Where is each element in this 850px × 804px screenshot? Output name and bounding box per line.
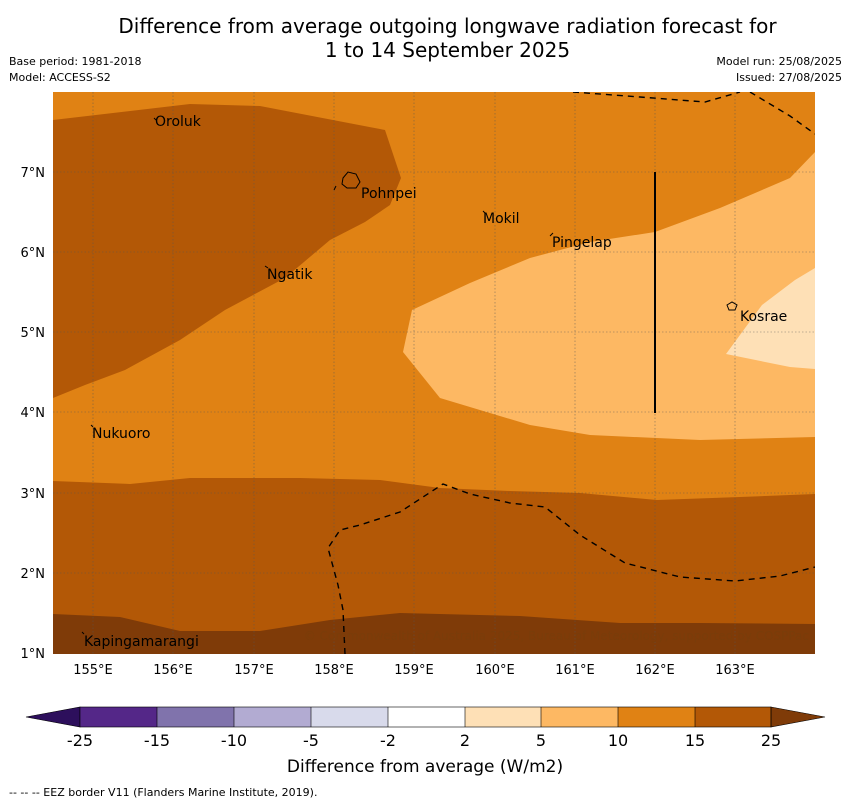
map-figure: Oroluk Pohnpei Mokil Pingelap Ngatik Kos… bbox=[21, 92, 826, 750]
ngatik-atoll bbox=[264, 265, 269, 269]
label-kapingamarangi: Kapingamarangi bbox=[84, 634, 199, 650]
lon-label: 157°E bbox=[234, 663, 274, 678]
colorbar-tick: 15 bbox=[685, 731, 705, 750]
longitude-labels: 155°E 156°E 157°E 158°E 159°E 160°E 161°… bbox=[73, 663, 755, 678]
lat-label: 7°N bbox=[21, 166, 46, 181]
label-oroluk: Oroluk bbox=[155, 114, 202, 130]
colorbar-bin bbox=[311, 707, 388, 727]
lon-label: 155°E bbox=[73, 663, 113, 678]
lat-label: 5°N bbox=[21, 326, 46, 341]
colorbar-extend-high bbox=[770, 706, 826, 728]
lat-label: 1°N bbox=[21, 647, 46, 662]
colorbar-bin bbox=[157, 707, 234, 727]
oroluk-atoll bbox=[153, 117, 157, 121]
title-line-1: Difference from average outgoing longwav… bbox=[118, 14, 777, 38]
colorbar-tick: -5 bbox=[303, 731, 319, 750]
lon-label: 156°E bbox=[153, 663, 193, 678]
colorbar-bin bbox=[465, 707, 541, 727]
colorbar-tick: -2 bbox=[380, 731, 396, 750]
issued-date: Issued: 27/08/2025 bbox=[735, 71, 842, 84]
meta-right: Model run: 25/08/2025 Issued: 27/08/2025 bbox=[716, 54, 842, 86]
colorbar-tick: -10 bbox=[221, 731, 247, 750]
pingelap-atoll bbox=[549, 232, 554, 237]
colorbar-bin bbox=[695, 707, 771, 727]
pohnpei-islet bbox=[333, 185, 337, 191]
band-2-5 bbox=[726, 268, 815, 369]
label-pingelap: Pingelap bbox=[552, 235, 612, 251]
colorbar-bin bbox=[234, 707, 311, 727]
kapingamarangi-atoll bbox=[81, 631, 85, 635]
lon-label: 163°E bbox=[715, 663, 755, 678]
colorbar-tick: 2 bbox=[460, 731, 470, 750]
eez-border bbox=[327, 92, 815, 654]
model-name: Model: ACCESS-S2 bbox=[9, 71, 111, 84]
colorbar-bin bbox=[80, 707, 157, 727]
colorbar-label: Difference from average (W/m2) bbox=[286, 757, 564, 777]
lat-label: 6°N bbox=[21, 246, 46, 261]
colorbar: -25 -15 -10 -5 -2 2 5 10 15 25 bbox=[25, 706, 826, 750]
colorbar-bin bbox=[618, 707, 695, 727]
eez-footnote: -- -- -- EEZ border V11 (Flanders Marine… bbox=[9, 786, 318, 799]
lat-label: 2°N bbox=[21, 567, 46, 582]
latitude-labels: 7°N 6°N 5°N 4°N 3°N 2°N 1°N bbox=[21, 166, 46, 662]
band-5-10 bbox=[403, 152, 815, 440]
lon-label: 161°E bbox=[555, 663, 595, 678]
title-line-2: 1 to 14 September 2025 bbox=[324, 38, 571, 62]
band-15-25-south bbox=[53, 478, 815, 654]
colorbar-tick: 25 bbox=[761, 731, 781, 750]
label-nukuoro: Nukuoro bbox=[92, 426, 150, 442]
lon-label: 158°E bbox=[314, 663, 354, 678]
graticule bbox=[53, 92, 815, 654]
label-pohnpei: Pohnpei bbox=[361, 186, 417, 202]
colorbar-tick: 10 bbox=[608, 731, 628, 750]
colorbar-extend-low bbox=[25, 706, 81, 728]
pohnpei-island bbox=[341, 171, 361, 189]
meta-left: Base period: 1981-2018 Model: ACCESS-S2 bbox=[9, 54, 141, 86]
kosrae-island bbox=[726, 301, 738, 311]
colorbar-tick: 5 bbox=[536, 731, 546, 750]
colorbar-tick: -25 bbox=[67, 731, 93, 750]
band-15-25-north bbox=[53, 104, 401, 398]
label-ngatik: Ngatik bbox=[267, 267, 313, 283]
colorbar-bin bbox=[541, 707, 618, 727]
lon-label: 159°E bbox=[394, 663, 434, 678]
band-over-25 bbox=[53, 613, 815, 654]
contour-fields bbox=[53, 92, 815, 654]
label-mokil: Mokil bbox=[483, 211, 520, 227]
label-kosrae: Kosrae bbox=[740, 309, 787, 325]
colorbar-tick: -15 bbox=[144, 731, 170, 750]
copyright-text: © Commonwealth of Australia 2025, Bureau… bbox=[304, 629, 809, 643]
lat-label: 3°N bbox=[21, 487, 46, 502]
lon-label: 162°E bbox=[635, 663, 675, 678]
mokil-atoll bbox=[482, 210, 486, 214]
colorbar-ticks: -25 -15 -10 -5 -2 2 5 10 15 25 bbox=[67, 731, 781, 750]
lon-label: 160°E bbox=[475, 663, 515, 678]
model-run: Model run: 25/08/2025 bbox=[716, 55, 842, 68]
map-title: Difference from average outgoing longwav… bbox=[60, 14, 835, 62]
islands bbox=[81, 117, 738, 635]
colorbar-bin bbox=[388, 707, 465, 727]
lat-label: 4°N bbox=[21, 406, 46, 421]
base-period: Base period: 1981-2018 bbox=[9, 55, 142, 68]
place-labels: Oroluk Pohnpei Mokil Pingelap Ngatik Kos… bbox=[84, 114, 787, 650]
nukuoro-atoll bbox=[90, 424, 94, 428]
